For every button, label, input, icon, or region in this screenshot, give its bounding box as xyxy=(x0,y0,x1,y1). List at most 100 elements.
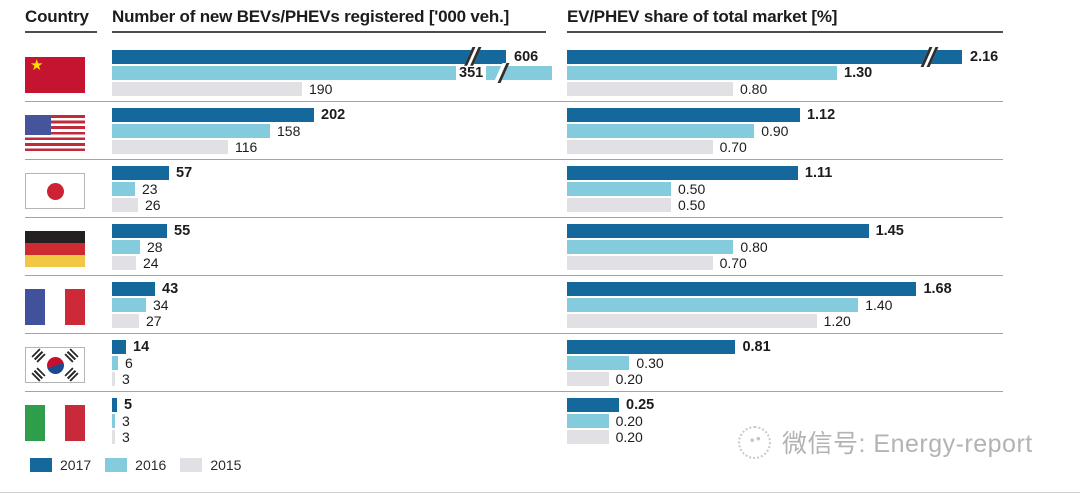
share-bar-2016 xyxy=(567,182,671,196)
share-bar-track-2017: 0.25 xyxy=(567,398,1003,412)
share-bar-2017 xyxy=(567,340,736,354)
registrations-chart-cell: 14 6 3 xyxy=(112,340,567,391)
registrations-bar-2015 xyxy=(112,140,228,154)
share-bar-track-2015: 0.70 xyxy=(567,140,1003,154)
registrations-bar-track-2016: 158 xyxy=(112,124,567,138)
share-bar-2015 xyxy=(567,314,817,328)
share-bar-2016 xyxy=(567,298,859,312)
registrations-bar-2017 xyxy=(112,340,126,354)
trigram-icon xyxy=(31,367,46,382)
bar-value-label: 1.20 xyxy=(823,313,851,329)
share-chart-cell: 1.68 1.40 1.20 xyxy=(567,282,1003,333)
bar-value-label: 23 xyxy=(142,181,158,197)
bar-value-label: 5 xyxy=(124,396,133,413)
right-chart-title: EV/PHEV share of total market [%] xyxy=(567,7,838,26)
bar-value-label: 55 xyxy=(174,222,191,239)
bar-value-label: 0.50 xyxy=(678,197,706,213)
share-bar-track-2017: 1.45 xyxy=(567,224,1003,238)
registrations-bar-track-2016: 34 xyxy=(112,298,567,312)
registrations-chart-cell: 55 28 24 xyxy=(112,224,567,275)
bar-value-label: 606 xyxy=(514,48,539,65)
registrations-bar-2016 xyxy=(112,66,552,80)
share-bar-track-2015: 1.20 xyxy=(567,314,1003,328)
registrations-bar-track-2015: 3 xyxy=(112,372,567,386)
country-row-south-korea: 14 6 3 0.81 0.30 0.20 xyxy=(25,334,1003,392)
registrations-bar-track-2015: 116 xyxy=(112,140,567,154)
share-bar-track-2016: 0.90 xyxy=(567,124,1003,138)
registrations-bar-2015 xyxy=(112,372,115,386)
flag-column xyxy=(25,398,112,450)
bar-value-label: 2.16 xyxy=(970,48,999,65)
bar-value-label: 1.11 xyxy=(804,164,833,181)
share-bar-2017 xyxy=(567,282,917,296)
bar-value-label: 1.30 xyxy=(844,64,873,81)
share-bar-2017 xyxy=(567,224,869,238)
bar-value-label: 43 xyxy=(162,280,179,297)
legend-label: 2017 xyxy=(60,457,92,473)
share-bar-2016 xyxy=(567,414,609,428)
bottom-edge-line xyxy=(0,492,1080,493)
flag-united-states-icon xyxy=(25,115,85,151)
share-bar-track-2017: 0.81 xyxy=(567,340,1003,354)
registrations-bar-2015 xyxy=(112,430,115,444)
legend-item-2017: 2017 xyxy=(30,457,91,473)
registrations-bar-2016 xyxy=(112,124,270,138)
flag-italy-icon xyxy=(25,405,85,441)
share-bar-2016 xyxy=(567,66,837,80)
flag-japan-icon xyxy=(25,173,85,209)
flag-germany-icon xyxy=(25,231,85,267)
flag-china-icon xyxy=(25,57,85,93)
bar-value-label: 351 xyxy=(456,66,487,81)
country-row-china: 606 351 190 2.16 1.30 0.80 xyxy=(25,44,1003,102)
share-chart-cell: 1.12 0.90 0.70 xyxy=(567,108,1003,159)
registrations-bar-2017 xyxy=(112,50,506,64)
legend-label: 2015 xyxy=(210,457,242,473)
share-bar-2015 xyxy=(567,198,671,212)
country-row-united-states: 202 158 116 1.12 0.90 0.70 xyxy=(25,102,1003,160)
share-bar-track-2017: 1.12 xyxy=(567,108,1003,122)
bar-value-label: 1.68 xyxy=(923,280,952,297)
share-chart-cell: 1.11 0.50 0.50 xyxy=(567,166,1003,217)
flag-column xyxy=(25,340,112,391)
share-bar-2015 xyxy=(567,256,713,270)
bar-value-label: 3 xyxy=(122,413,130,429)
flag-column xyxy=(25,282,112,333)
share-chart-cell: 0.81 0.30 0.20 xyxy=(567,340,1003,391)
bar-value-label: 26 xyxy=(145,197,161,213)
registrations-bar-track-2016: 3 xyxy=(112,414,567,428)
trigram-icon xyxy=(64,367,79,382)
left-chart-header-underline xyxy=(112,31,546,33)
circle-doodle-icon xyxy=(738,425,771,459)
bar-value-label: 57 xyxy=(176,164,193,181)
registrations-bar-2017 xyxy=(112,166,169,180)
country-row-france: 43 34 27 1.68 1.40 1.20 xyxy=(25,276,1003,334)
bar-value-label: 116 xyxy=(235,139,258,155)
share-bar-2015 xyxy=(567,430,609,444)
share-bar-2017 xyxy=(567,108,800,122)
registrations-chart-cell: 202 158 116 xyxy=(112,108,567,159)
bar-value-label: 158 xyxy=(277,123,301,139)
registrations-bar-track-2017: 43 xyxy=(112,282,567,296)
legend-label: 2016 xyxy=(135,457,167,473)
share-bar-track-2017: 1.68 xyxy=(567,282,1003,296)
registrations-bar-track-2017: 14 xyxy=(112,340,567,354)
bar-value-label: 1.40 xyxy=(865,297,893,313)
share-bar-track-2016: 0.50 xyxy=(567,182,1003,196)
registrations-bar-track-2017: 202 xyxy=(112,108,567,122)
registrations-bar-2017 xyxy=(112,224,167,238)
share-chart-cell: 1.45 0.80 0.70 xyxy=(567,224,1003,275)
watermark: 微信号: Energy-report xyxy=(738,424,1033,460)
registrations-bar-2017 xyxy=(112,398,117,412)
share-bar-2016 xyxy=(567,124,755,138)
registrations-bar-2017 xyxy=(112,282,155,296)
bar-value-label: 14 xyxy=(133,338,150,355)
bar-value-label: 0.70 xyxy=(719,139,747,155)
bar-value-label: 0.20 xyxy=(615,371,643,387)
share-bar-track-2016: 0.20 xyxy=(567,414,1003,428)
registrations-bar-track-2016: 28 xyxy=(112,240,567,254)
flag-column xyxy=(25,166,112,217)
country-header-underline xyxy=(25,31,97,33)
bar-value-label: 202 xyxy=(321,106,346,123)
